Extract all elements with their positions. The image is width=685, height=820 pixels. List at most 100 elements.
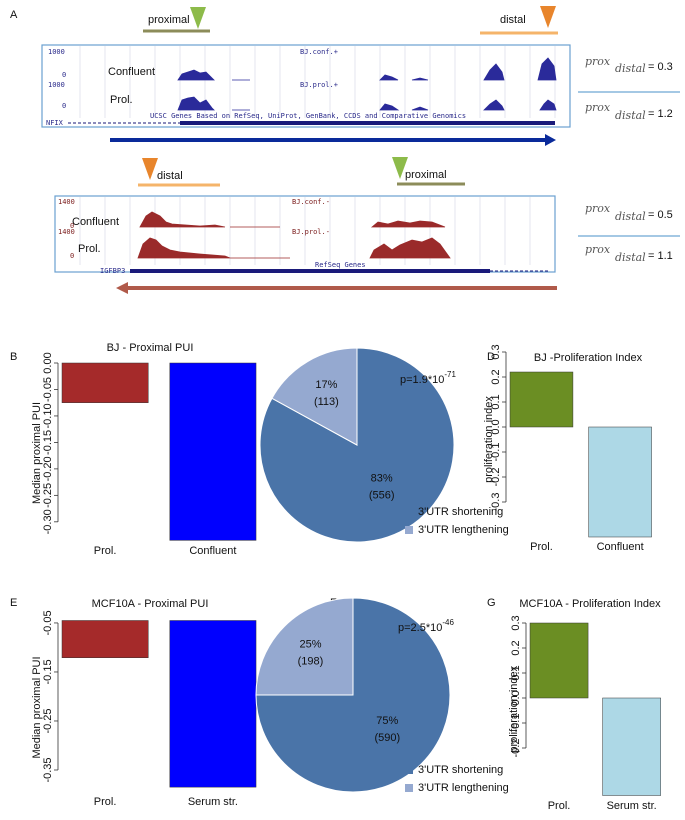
pie-value-label: 83% xyxy=(371,473,393,485)
scale-min: 0 xyxy=(70,252,74,260)
pie-slice xyxy=(255,597,354,696)
y-tick-label: 0.2 xyxy=(490,369,502,384)
legend-swatch xyxy=(405,526,413,534)
ratio-value: = 0.3 xyxy=(648,61,673,73)
row-label: Prol. xyxy=(78,243,101,255)
bar xyxy=(61,620,149,659)
distal-marker xyxy=(540,6,556,28)
ratio-num: prox xyxy=(585,101,611,114)
strand-arrowhead xyxy=(116,282,128,294)
legend-swatch xyxy=(405,766,413,774)
legend-label: 3'UTR lengthening xyxy=(418,782,509,794)
ratio-value: = 1.2 xyxy=(648,108,673,120)
y-tick-label: -0.2 xyxy=(490,468,502,487)
y-tick-label: -0.1 xyxy=(510,714,522,733)
x-tick-label: Serum str. xyxy=(607,800,657,812)
proximal-label: proximal xyxy=(405,169,447,181)
gene-name: IGFBP3 xyxy=(100,267,125,275)
gene-name: NFIX xyxy=(46,119,64,127)
bar xyxy=(529,622,589,699)
coverage-track xyxy=(177,96,557,111)
distal-label: distal xyxy=(157,170,183,182)
bar xyxy=(169,620,257,788)
y-tick-label: -0.05 xyxy=(42,377,54,402)
gene-track-name: RefSeq Genes xyxy=(315,261,366,269)
legend-label: 3'UTR shortening xyxy=(418,506,503,518)
annotation: p=1.9*10-71 xyxy=(400,370,456,386)
row-label: Confluent xyxy=(108,66,155,78)
y-tick-label: -0.05 xyxy=(42,610,54,635)
pie-count-label: (590) xyxy=(374,732,400,744)
pie-value-label: 17% xyxy=(315,379,337,391)
proximal-marker xyxy=(392,157,408,179)
pie-value-label: 75% xyxy=(376,715,398,727)
pie-slice xyxy=(255,597,451,793)
panel-letter: D xyxy=(487,351,495,363)
panel-a: A proximal distal 1000 0 1000 0 BJ.conf.… xyxy=(10,6,680,294)
y-tick-label: -0.35 xyxy=(42,757,54,782)
pie-count-label: (113) xyxy=(314,396,339,408)
chart-title: BJ - Proximal PUI xyxy=(107,342,194,354)
y-tick-label: -0.20 xyxy=(42,456,54,481)
annotation-text: p=2.5*10 xyxy=(398,622,442,634)
ratio-num: prox xyxy=(585,243,611,256)
y-axis-label: proliferation index xyxy=(483,396,495,483)
y-tick-label: 0.00 xyxy=(42,352,54,373)
coverage-track xyxy=(137,237,451,259)
ratio-den: distal xyxy=(615,109,646,122)
ratio-den: distal xyxy=(615,251,646,264)
scale-max: 1000 xyxy=(48,81,65,89)
track-name: BJ.prol.+ xyxy=(300,81,338,89)
ratio-den: distal xyxy=(615,210,646,223)
track-name: BJ.conf.- xyxy=(292,198,330,206)
y-tick-label: -0.15 xyxy=(42,659,54,684)
x-tick-label: Prol. xyxy=(94,545,117,557)
scale-min: 0 xyxy=(62,102,66,110)
row-label: Confluent xyxy=(72,216,119,228)
coverage-track xyxy=(139,211,446,228)
panel-letter: E xyxy=(10,597,17,609)
y-tick-label: -0.25 xyxy=(42,483,54,508)
ratio-num: prox xyxy=(585,55,611,68)
y-axis-label: Median proximal PUI xyxy=(31,656,43,758)
y-tick-label: 0.1 xyxy=(490,394,502,409)
proximal-marker xyxy=(190,7,206,29)
distal-label: distal xyxy=(500,14,526,26)
x-tick-label: Prol. xyxy=(530,541,553,553)
bar xyxy=(169,362,257,541)
bar xyxy=(509,371,574,428)
scale-min: 0 xyxy=(70,222,74,230)
legend-label: 3'UTR shortening xyxy=(418,764,503,776)
pie-count-label: (556) xyxy=(369,490,395,502)
x-tick-label: Serum str. xyxy=(188,796,238,808)
gene-track-name: UCSC Genes Based on RefSeq, UniProt, Gen… xyxy=(150,112,466,120)
chart-title: MCF10A - Proximal PUI xyxy=(92,598,209,610)
x-tick-label: Confluent xyxy=(597,541,644,553)
ratio-value: = 0.5 xyxy=(648,209,673,221)
legend-swatch xyxy=(405,784,413,792)
panel-letter: A xyxy=(10,9,18,21)
pie-slice xyxy=(271,347,358,446)
y-tick-label: -0.30 xyxy=(42,509,54,534)
pie-count-label: (198) xyxy=(298,655,324,667)
y-tick-label: -0.15 xyxy=(42,430,54,455)
ratio-value: = 1.1 xyxy=(648,250,673,262)
chart-title: MCF10A - Proliferation Index xyxy=(519,598,661,610)
bar xyxy=(588,426,652,538)
y-tick-label: 0.1 xyxy=(510,665,522,680)
panel-letter: G xyxy=(487,597,496,609)
y-tick-label: 0.3 xyxy=(490,344,502,359)
annotation-exponent: -46 xyxy=(442,618,454,627)
y-tick-label: -0.25 xyxy=(42,708,54,733)
x-tick-label: Confluent xyxy=(189,545,236,557)
distal-marker xyxy=(142,158,158,180)
y-tick-label: 0.3 xyxy=(510,615,522,630)
annotation: p=2.5*10-46 xyxy=(398,618,454,634)
y-tick-label: -0.2 xyxy=(510,739,522,758)
y-tick-label: -0.1 xyxy=(490,443,502,462)
strand-arrowhead xyxy=(545,134,556,146)
x-tick-label: Prol. xyxy=(94,796,117,808)
y-tick-label: -0.3 xyxy=(490,493,502,512)
track-name: BJ.conf.+ xyxy=(300,48,338,56)
